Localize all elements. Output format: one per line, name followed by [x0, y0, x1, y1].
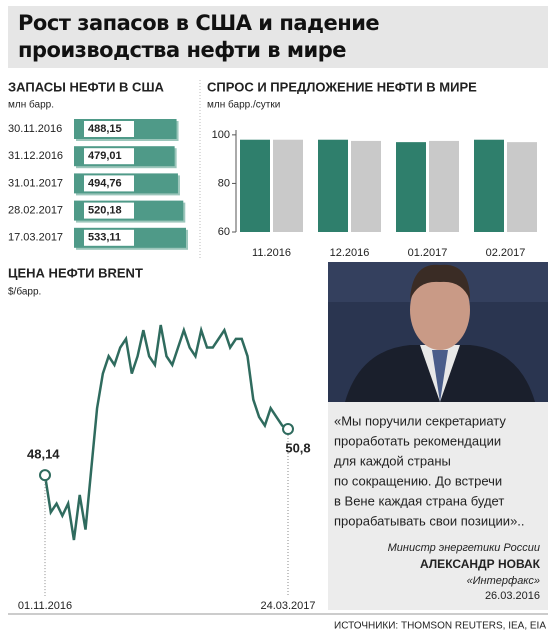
category-label: 31.12.2016 [8, 150, 63, 162]
chart-title: ЦЕНА НЕФТИ BRENT [8, 265, 143, 280]
chart-title: ЗАПАСЫ НЕФТИ В США [8, 79, 165, 94]
value-box [84, 175, 134, 192]
x-tick-label: 11.2016 [252, 247, 291, 259]
bar [429, 140, 459, 232]
value-label: 533,11 [88, 232, 121, 244]
unit: $/барр. [8, 286, 41, 298]
line [43, 324, 289, 541]
value-label: 479,01 [88, 150, 122, 162]
y-tick-label: 100 [212, 129, 230, 141]
x-tick-label: 01.11.2016 [18, 600, 72, 612]
quote-line: прорабатывать свои позиции».. [334, 513, 525, 528]
value-label: 520,18 [88, 205, 122, 217]
value-box [84, 121, 134, 137]
quote-date: 26.03.2016 [485, 590, 540, 602]
x-tick-label: 24.03.2017 [260, 600, 315, 612]
quote-name: АЛЕКСАНДР НОВАК [420, 557, 541, 571]
value-label: 488,15 [88, 123, 122, 135]
x-tick-label: 12.2016 [330, 247, 370, 259]
quote-line: «Мы поручили секретариату [334, 413, 506, 428]
quote-position: Министр энергетики России [388, 542, 540, 554]
photo [328, 262, 548, 402]
value-box [84, 148, 134, 165]
quote-line: для каждой страны [334, 453, 451, 468]
value-box [84, 229, 134, 246]
value-box [84, 202, 134, 219]
category-label: 17.03.2017 [8, 232, 63, 244]
value-label: 50,8 [285, 440, 310, 455]
quote-line: по сокращению. До встречи [334, 473, 502, 488]
x-tick-label: 01.2017 [408, 247, 448, 259]
title: Рост запасов в США и падение производств… [8, 6, 548, 68]
bar [396, 142, 426, 232]
value-label: 494,76 [88, 177, 122, 189]
category-label: 31.01.2017 [8, 177, 63, 189]
bar [474, 139, 504, 232]
x-tick-label: 02.2017 [486, 247, 526, 259]
quote-agency: «Интерфакс» [467, 575, 540, 587]
bar [507, 142, 537, 232]
category-label: 30.11.2016 [8, 123, 62, 135]
source: ИСТОЧНИКИ: THOMSON REUTERS, IEA, EIA [334, 621, 546, 632]
marker [39, 469, 51, 482]
quote-box [328, 402, 548, 610]
bar [351, 140, 381, 232]
unit: млн барр./сутки [207, 99, 280, 111]
category-label: 28.02.2017 [8, 205, 63, 217]
quote-line: в Вене каждая страна будет [334, 493, 504, 508]
bar [273, 139, 303, 232]
bar [240, 139, 270, 232]
unit: млн барр. [8, 99, 54, 111]
marker [282, 423, 294, 436]
y-tick-label: 80 [218, 177, 230, 189]
bar [318, 139, 348, 232]
chart-title: СПРОС И ПРЕДЛОЖЕНИЕ НЕФТИ В МИРЕ [207, 79, 477, 94]
y-tick-label: 60 [218, 226, 230, 238]
value-label: 48,14 [27, 447, 60, 462]
quote-line: проработать рекомендации [334, 433, 501, 448]
